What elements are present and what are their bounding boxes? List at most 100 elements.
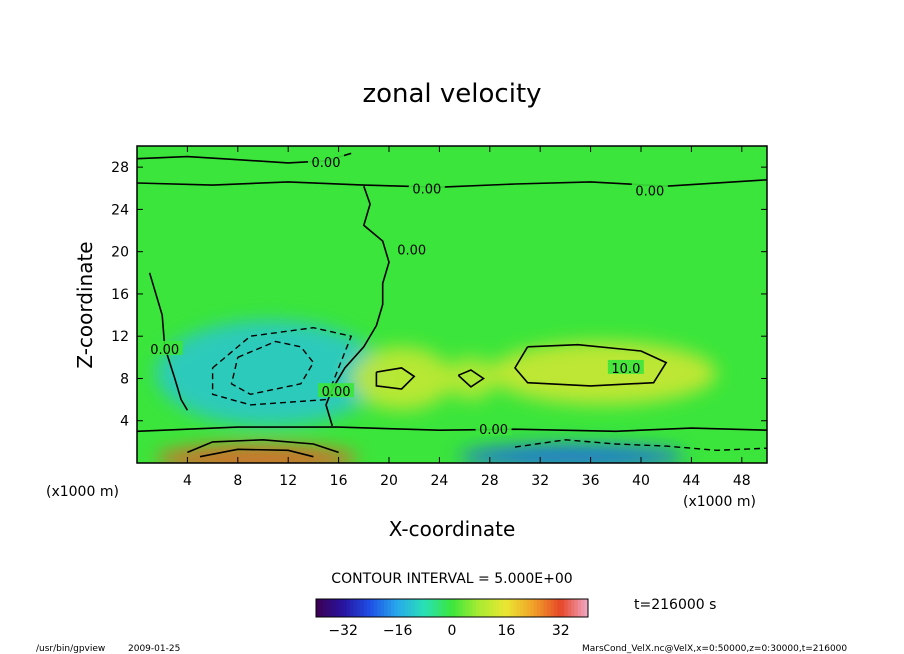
- colorbar-cell: [581, 599, 585, 617]
- y-tick-label: 20: [111, 245, 129, 261]
- colorbar-cell: [543, 599, 548, 617]
- colorbar-cell: [407, 599, 412, 617]
- colorbar-cell: [394, 599, 398, 617]
- colorbar-cell: [319, 599, 324, 617]
- colorbar-cell: [373, 599, 378, 617]
- contour-label-bg: [631, 182, 668, 197]
- colorbar-cell: [584, 599, 589, 617]
- colorbar-cell: [540, 599, 545, 617]
- colorbar-tick-label: 32: [552, 623, 570, 639]
- colorbar-cell: [428, 599, 432, 617]
- contour-line: [514, 343, 668, 387]
- colorbar-cell: [567, 599, 572, 617]
- contour-label-bg: [475, 421, 512, 436]
- field-extremum: [351, 346, 452, 411]
- colorbar-cell: [404, 599, 409, 617]
- colorbar-cell: [557, 599, 562, 617]
- colorbar-cell: [414, 599, 419, 617]
- x-unit-right: (x1000 m): [683, 494, 756, 510]
- x-tick-label: 48: [733, 473, 751, 489]
- colorbar-cell: [346, 599, 351, 617]
- x-tick-label: 36: [582, 473, 600, 489]
- y-tick-label: 28: [111, 160, 129, 176]
- x-axis-ticks: 4 8 12 16 20 24 28 32 36 40 44 48: [183, 146, 751, 489]
- contour-label: 0.00: [312, 156, 341, 171]
- y-tick-label: 16: [111, 287, 129, 303]
- contour-label-bg: [308, 153, 344, 168]
- colorbar-cell: [560, 599, 565, 617]
- field-extremum: [155, 443, 358, 463]
- colorbar-cell: [458, 599, 463, 617]
- colorbar-cell: [360, 599, 364, 617]
- x-unit-left: (x1000 m): [46, 484, 119, 500]
- colorbar-tick-label: 0: [448, 623, 457, 639]
- plot-area: 0.00 0.00 0.00 0.00 0.00 0.00 0.00 10.0: [137, 146, 767, 463]
- colorbar-cell: [492, 599, 497, 617]
- contour-line: [375, 367, 416, 390]
- colorbar-cell: [526, 599, 531, 617]
- contour-label: 0.00: [150, 343, 179, 358]
- colorbar-cell: [421, 599, 426, 617]
- x-tick-label: 40: [632, 473, 650, 489]
- colorbar-cell: [547, 599, 551, 617]
- colorbar-cell: [411, 599, 415, 617]
- x-tick-label: 24: [430, 473, 448, 489]
- contour-line: [457, 369, 485, 388]
- contour-line: [514, 439, 767, 452]
- colorbar-cell: [397, 599, 402, 617]
- colorbar-cell: [370, 599, 375, 617]
- colorbar-cell: [353, 599, 358, 617]
- colorbar-cell: [523, 599, 528, 617]
- colorbar-cell: [401, 599, 405, 617]
- contour-label: 0.00: [322, 385, 351, 400]
- field-extremum: [445, 357, 497, 400]
- x-tick-label: 8: [233, 473, 242, 489]
- x-axis-title: X-coordinate: [389, 517, 516, 541]
- colorbar-cell: [550, 599, 555, 617]
- colorbar-cell: [452, 599, 456, 617]
- contour-label: 0.00: [397, 244, 426, 259]
- y-tick-label: 24: [111, 202, 129, 218]
- contour-interval-text: CONTOUR INTERVAL = 5.000E+00: [331, 571, 572, 587]
- plot-frame: [136, 145, 768, 464]
- colorbar-cell: [384, 599, 388, 617]
- contour-line: [230, 340, 315, 396]
- colorbar-cell: [380, 599, 385, 617]
- colorbar-cell: [441, 599, 446, 617]
- colorbar-cell: [322, 599, 327, 617]
- x-tick-label: 44: [682, 473, 700, 489]
- contour-label: 0.00: [412, 182, 441, 197]
- colorbar-ticks: −32 −16 0 16 32: [328, 623, 569, 639]
- colorbar-cell: [530, 599, 534, 617]
- field-extremum: [458, 443, 686, 463]
- colorbar-cell: [506, 599, 511, 617]
- time-label: t=216000 s: [634, 597, 716, 613]
- y-tick-label: 4: [120, 414, 129, 430]
- colorbar-cell: [390, 599, 395, 617]
- colorbar-cell: [326, 599, 330, 617]
- footer-source: MarsCond_VelX.nc@VelX,x=0:50000,z=0:3000…: [582, 644, 847, 654]
- colorbar-cell: [482, 599, 487, 617]
- colorbar-cell: [564, 599, 568, 617]
- colorbar-cell: [339, 599, 344, 617]
- colorbar-tick-label: 16: [497, 623, 515, 639]
- colorbar-cell: [533, 599, 538, 617]
- field-shading: [155, 320, 717, 463]
- x-tick-label: 4: [183, 473, 192, 489]
- colorbar-cell: [469, 599, 473, 617]
- x-tick-label: 12: [279, 473, 297, 489]
- colorbar-cell: [343, 599, 347, 617]
- colorbar-cell: [465, 599, 470, 617]
- colorbar-cell: [462, 599, 466, 617]
- footer-program: /usr/bin/gpview: [36, 644, 105, 654]
- colorbar-cell: [486, 599, 490, 617]
- footer-date: 2009-01-25: [128, 644, 180, 654]
- colorbar-cell: [472, 599, 477, 617]
- contour-line: [199, 448, 314, 458]
- contour-label-bg: [408, 180, 445, 195]
- colorbar-cell: [329, 599, 334, 617]
- colorbar-tick-label: −16: [383, 623, 413, 639]
- colorbar-cell: [350, 599, 354, 617]
- colorbar-cell: [496, 599, 500, 617]
